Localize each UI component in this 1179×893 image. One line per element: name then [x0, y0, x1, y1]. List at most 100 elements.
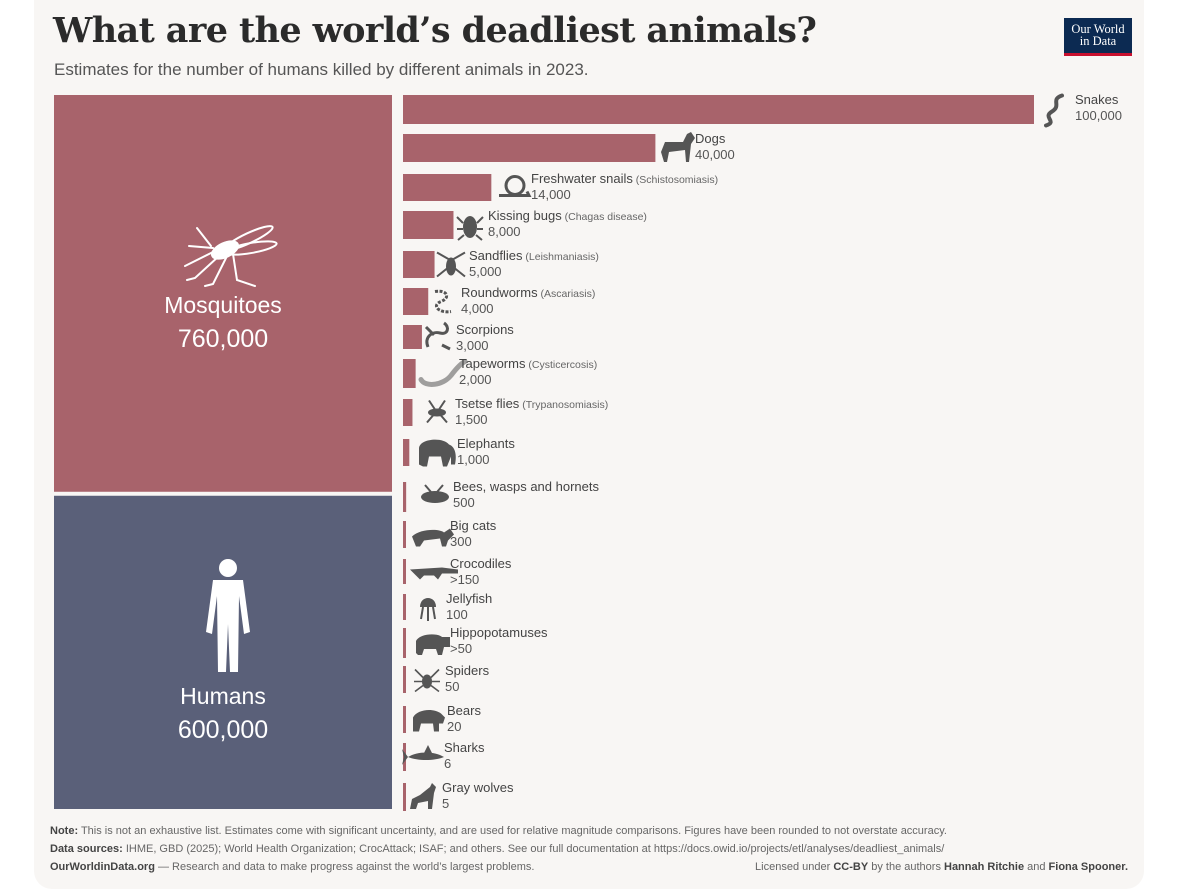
mosquitoes-label-block: Mosquitoes 760,000 — [54, 292, 392, 354]
hippo-icon — [416, 634, 450, 655]
bar-label: Bees, wasps and hornets — [453, 479, 599, 494]
bee-icon — [421, 484, 449, 503]
shark-icon — [402, 745, 444, 765]
logo-line-1: Our World — [1071, 22, 1125, 36]
disease-name: (Chagas disease) — [562, 211, 647, 223]
bar-label: Jellyfish — [446, 591, 492, 606]
license-link[interactable]: CC-BY — [833, 861, 869, 873]
roundworm-icon — [434, 289, 452, 314]
humans-name: Humans — [180, 683, 266, 709]
bar-label: Sharks — [444, 740, 485, 755]
scorpion-icon — [424, 321, 451, 351]
humans-label-block: Humans 600,000 — [54, 683, 392, 745]
data-value-label: 4,000 — [461, 301, 494, 316]
bar-roundworm — [403, 288, 429, 315]
category-name: Spiders — [445, 663, 490, 678]
license-prefix: Licensed under — [755, 861, 834, 873]
bar-tapeworm — [403, 359, 416, 388]
dog-icon — [661, 132, 695, 162]
bar-label: Spiders — [445, 663, 490, 678]
data-value-label: 8,000 — [488, 224, 521, 239]
spider-body — [422, 674, 432, 689]
sandfly-body — [446, 257, 456, 276]
logo-line-2: in Data — [1079, 34, 1117, 48]
tsetse-fly-icon — [426, 399, 448, 424]
snake-icon — [1044, 93, 1064, 128]
disease-name: (Schistosomiasis) — [633, 174, 718, 186]
data-value-label: 1,000 — [457, 452, 490, 467]
category-name: Crocodiles — [450, 556, 512, 571]
human-head — [219, 559, 237, 577]
category-name: Big cats — [450, 518, 497, 533]
footer-sources: Data sources: IHME, GBD (2025); World He… — [50, 843, 1132, 855]
owid-logo[interactable]: Our World in Data — [1064, 18, 1132, 56]
bar-spider — [403, 666, 406, 693]
bee-wings — [424, 484, 444, 493]
category-name: Sharks — [444, 740, 485, 755]
bear-shape — [413, 710, 445, 732]
category-name: Tsetse flies — [455, 396, 520, 411]
bug-body — [463, 216, 477, 238]
license-mid: by the authors — [868, 861, 944, 873]
category-name: Kissing bugs — [488, 208, 562, 223]
elephant-shape — [419, 439, 456, 467]
data-value-label: >50 — [450, 641, 472, 656]
kissing-bug-icon — [456, 216, 484, 241]
scorpion-shape — [424, 321, 451, 351]
bar-bee — [403, 482, 407, 512]
category-name: Jellyfish — [446, 591, 492, 606]
crocodile-shape — [410, 567, 458, 580]
snail-foot — [499, 190, 532, 197]
sources-text[interactable]: IHME, GBD (2025); World Health Organizat… — [122, 843, 945, 855]
note-text: This is not an exhaustive list. Estimate… — [78, 825, 947, 837]
data-value-label: 300 — [450, 534, 472, 549]
roundworm-shape — [434, 289, 452, 314]
sources-label: Data sources: — [50, 843, 123, 855]
crocodile-icon — [410, 567, 458, 580]
bar-elephant — [403, 439, 410, 466]
bar-label: Bears — [447, 703, 481, 718]
data-value-label: 50 — [445, 679, 459, 694]
bar-label: Scorpions — [456, 322, 514, 337]
mosquito-icon — [184, 225, 278, 287]
data-value-label: 1,500 — [455, 412, 488, 427]
category-name: Bears — [447, 703, 481, 718]
data-value-label: >150 — [450, 572, 479, 587]
category-name: Freshwater snails — [531, 171, 633, 186]
spider-icon — [414, 668, 440, 693]
bar-label: Dogs — [695, 131, 726, 146]
snake-shape — [1044, 93, 1064, 128]
bar-label: Roundworms (Ascariasis) — [461, 285, 595, 300]
disease-name: (Leishmaniasis) — [522, 251, 598, 263]
disease-name: (Cysticercosis) — [525, 359, 597, 371]
data-value-label: 100,000 — [1075, 108, 1122, 123]
big-cat-shape — [412, 528, 454, 547]
bar-sandfly — [403, 251, 435, 278]
snail-shell — [504, 175, 526, 196]
category-name: Snakes — [1075, 92, 1119, 107]
category-name: Scorpions — [456, 322, 514, 337]
license-line: Licensed under CC-BY by the authors Hann… — [755, 861, 1128, 873]
license-and: and — [1024, 861, 1049, 873]
bar-wolf — [403, 783, 406, 811]
bar-snake — [403, 95, 1034, 124]
bar-label: Tapeworms (Cysticercosis) — [459, 356, 597, 371]
tapeworm-icon — [418, 359, 468, 387]
data-value-label: 6 — [444, 756, 451, 771]
category-name: Sandflies — [469, 248, 523, 263]
hippo-shape — [416, 634, 450, 655]
bar-bear — [403, 706, 406, 733]
human-figure-icon — [206, 559, 250, 672]
sandfly-wings — [436, 251, 466, 278]
fly-wings — [426, 399, 448, 424]
mosquitoes-block — [54, 95, 392, 492]
bar-scorpion — [403, 325, 422, 349]
shark-shape — [402, 745, 444, 765]
data-value-label: 5,000 — [469, 264, 502, 279]
site-link[interactable]: OurWorldinData.org — [50, 861, 155, 873]
fly-body — [428, 408, 446, 417]
mosquitoes-value: 760,000 — [177, 325, 269, 353]
bar-label: Snakes — [1075, 92, 1119, 107]
big-cat-icon — [412, 528, 454, 547]
